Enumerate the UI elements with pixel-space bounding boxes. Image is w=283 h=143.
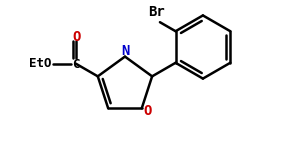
Text: N: N (121, 44, 129, 58)
Text: C: C (72, 58, 80, 71)
Text: O: O (72, 30, 80, 44)
Text: O: O (143, 104, 151, 118)
Text: EtO: EtO (29, 57, 52, 70)
Text: Br: Br (149, 5, 165, 19)
